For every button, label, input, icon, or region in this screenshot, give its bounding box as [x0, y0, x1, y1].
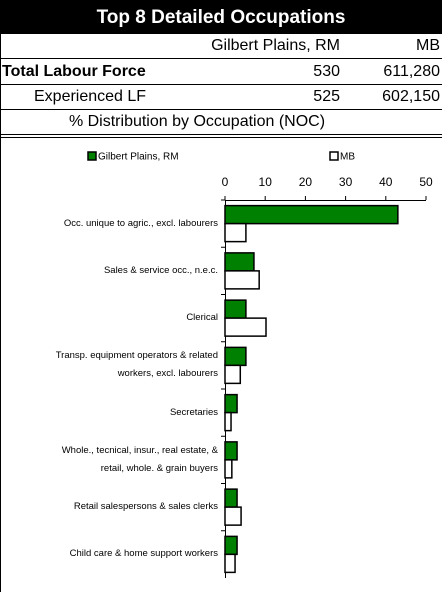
bar: [224, 299, 247, 319]
bar: [224, 222, 247, 243]
cell: 525: [313, 88, 340, 105]
category-label: Transp. equipment operators & related wo…: [55, 350, 218, 380]
x-tick-label: 20: [299, 175, 313, 189]
subtitle: % Distribution by Occupation (NOC): [69, 113, 325, 130]
row-label: Total Labour Force: [2, 63, 146, 80]
column-header: MB: [416, 37, 440, 54]
x-tick-label: 0: [222, 175, 229, 189]
cell: 602,150: [382, 88, 440, 105]
title-bar: [0, 0, 442, 34]
category-label: Clerical: [186, 312, 218, 324]
category-label: Retail salespersons & sales clerks: [73, 501, 218, 513]
bar: [224, 411, 232, 432]
bar: [224, 488, 238, 508]
bar: [224, 204, 399, 225]
cell: 611,280: [383, 63, 440, 80]
bar: [224, 364, 242, 385]
category-label: Sales & service occ., n.e.c.: [103, 264, 218, 276]
bar: [224, 553, 236, 574]
category-label: Occ. unique to agric., excl. labourers: [63, 217, 218, 229]
bar: [224, 317, 267, 337]
bar: [224, 346, 247, 367]
x-tick-label: 30: [339, 175, 353, 189]
bar: [224, 393, 238, 414]
bar: [224, 270, 260, 290]
title: Top 8 Detailed Occupations: [97, 7, 346, 28]
legend-swatch: [87, 151, 97, 161]
bar: [224, 252, 255, 272]
bar: [224, 506, 242, 526]
cell: 530: [313, 63, 340, 80]
legend-label: MB: [340, 152, 355, 163]
category-label: Secretaries: [169, 406, 218, 418]
column-header: Gilbert Plains, RM: [211, 37, 340, 54]
legend-swatch: [329, 151, 339, 161]
bar: [224, 441, 238, 461]
category-label: Whole., tecnical, insur., real estate, &…: [61, 444, 218, 474]
row-label: Experienced LF: [34, 88, 146, 105]
legend-label: Gilbert Plains, RM: [98, 152, 179, 163]
bar: [224, 535, 238, 556]
x-tick-label: 50: [419, 175, 433, 189]
x-tick-label: 10: [259, 175, 273, 189]
category-label: Child care & home support workers: [69, 548, 218, 560]
x-tick-label: 40: [379, 175, 393, 189]
bar: [224, 459, 233, 479]
